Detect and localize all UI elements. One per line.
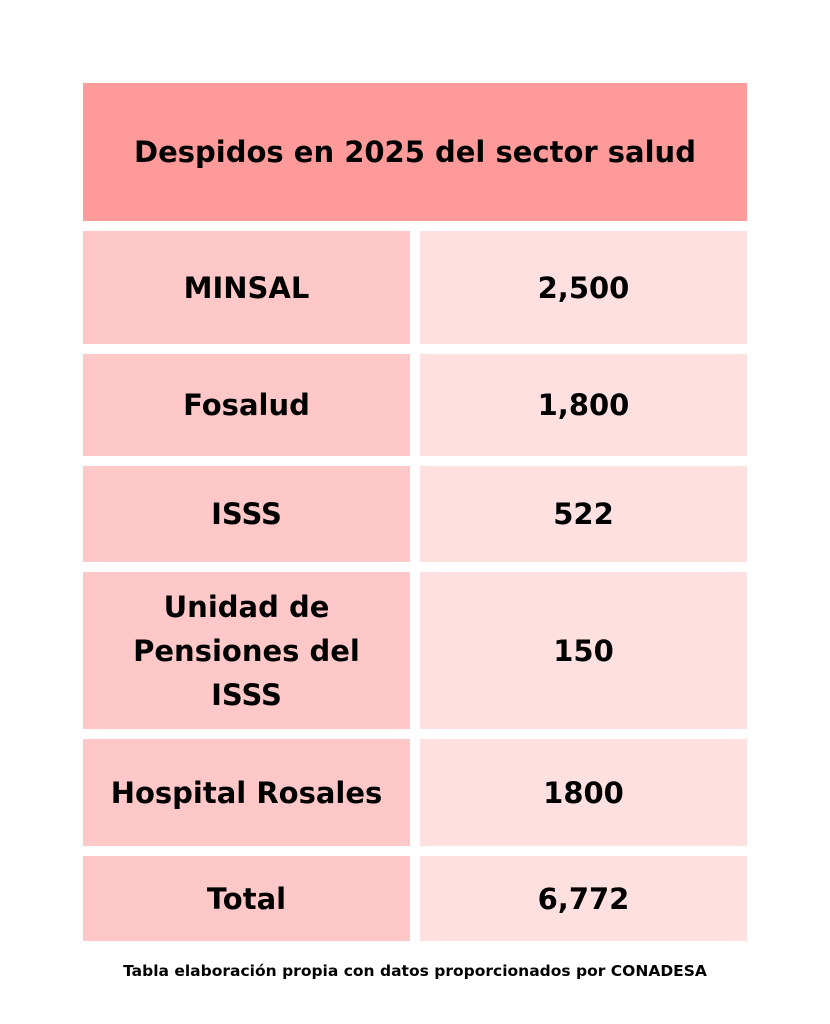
table-row-label: MINSAL — [83, 231, 410, 344]
table-row-value: 150 — [420, 572, 747, 729]
table-row-value: 2,500 — [420, 231, 747, 344]
table-row-value: 522 — [420, 466, 747, 562]
table-row-label: Unidad de Pensiones del ISSS — [83, 572, 410, 729]
table-row-label: Fosalud — [83, 354, 410, 456]
source-caption: Tabla elaboración propia con datos propo… — [123, 962, 707, 980]
table-row-label: Hospital Rosales — [83, 739, 410, 846]
table-title: Despidos en 2025 del sector salud — [83, 83, 747, 221]
table-row-label: ISSS — [83, 466, 410, 562]
table-row-value: 1,800 — [420, 354, 747, 456]
table-row-value: 1800 — [420, 739, 747, 846]
table-row-value: 6,772 — [420, 856, 747, 941]
table-row-label: Total — [83, 856, 410, 941]
